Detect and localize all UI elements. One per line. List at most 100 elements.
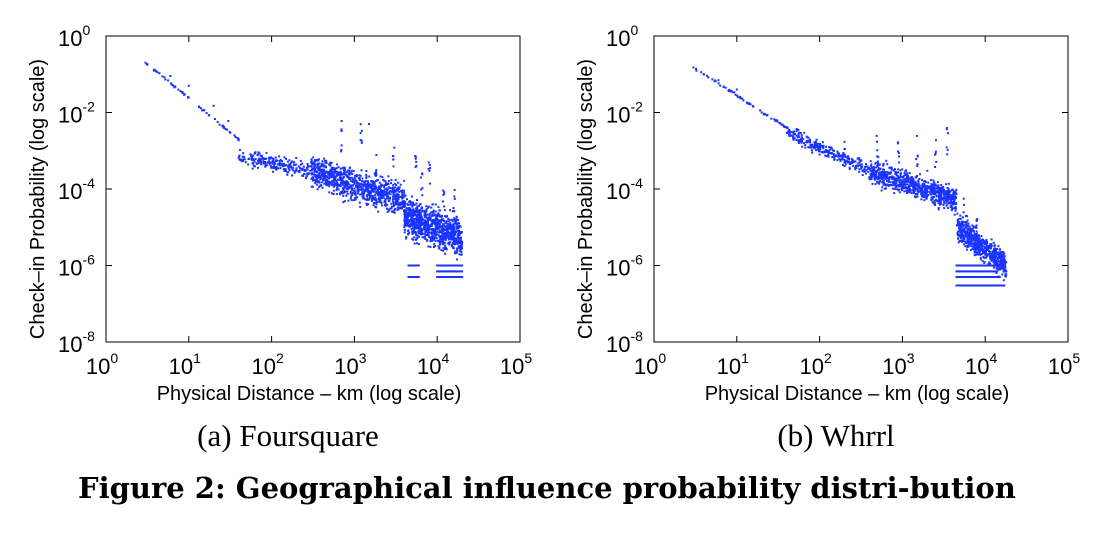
data-point (418, 224, 421, 227)
data-point-floor (968, 264, 971, 267)
data-point (403, 229, 406, 231)
data-point (410, 224, 412, 227)
data-point (367, 185, 370, 188)
data-point (351, 169, 353, 172)
data-point (895, 172, 898, 175)
data-point (302, 165, 305, 168)
data-point (428, 225, 431, 227)
data-point (242, 160, 245, 162)
data-point (420, 223, 423, 226)
data-point (314, 167, 317, 170)
data-point (440, 235, 442, 238)
data-point (951, 197, 954, 200)
data-point (242, 158, 245, 161)
data-point-key (252, 158, 255, 161)
data-point-key (169, 75, 172, 77)
data-point (934, 204, 937, 206)
x-tick-label: 103 (334, 350, 366, 379)
data-point (421, 217, 424, 220)
data-point (899, 181, 902, 184)
data-point (920, 193, 923, 196)
data-point (354, 198, 357, 201)
data-point (365, 183, 367, 186)
data-point (855, 166, 857, 169)
data-point (434, 233, 436, 236)
data-point (405, 217, 408, 220)
data-point-key (760, 111, 763, 114)
data-point (371, 199, 374, 202)
data-point (349, 190, 352, 193)
data-point (394, 186, 397, 189)
data-point (999, 268, 1002, 271)
data-point (360, 169, 363, 172)
data-point-outlier (897, 150, 900, 153)
data-point (932, 186, 935, 189)
data-point (254, 158, 257, 160)
data-point (937, 200, 940, 202)
data-point (237, 139, 240, 142)
data-point-floor (961, 284, 964, 287)
data-point-floor (996, 276, 999, 278)
data-point (429, 245, 432, 248)
data-point (392, 205, 395, 208)
data-point (870, 164, 873, 167)
data-point (956, 212, 959, 215)
data-point (396, 200, 399, 203)
data-point (945, 183, 948, 186)
data-point-outlier (442, 189, 445, 192)
data-point-floor (990, 270, 993, 273)
data-point (978, 252, 981, 255)
data-point (935, 191, 938, 194)
data-point (967, 245, 970, 248)
data-point-floor (968, 276, 971, 278)
data-point (966, 240, 969, 243)
data-point (425, 228, 428, 231)
data-point (455, 225, 458, 228)
data-point (355, 180, 358, 183)
data-point (855, 164, 857, 167)
data-point (435, 237, 438, 240)
data-point (407, 233, 410, 236)
data-point (440, 240, 443, 243)
data-point (413, 231, 416, 234)
data-point-key (735, 88, 738, 91)
data-point (359, 205, 362, 208)
data-point-floor (444, 264, 447, 267)
data-point (424, 234, 427, 237)
data-point (400, 190, 403, 193)
data-point (271, 159, 274, 162)
data-point (1003, 258, 1006, 261)
data-point (883, 172, 885, 175)
data-point-floor (988, 264, 991, 267)
data-point (280, 162, 283, 165)
data-point (382, 189, 385, 192)
data-point (431, 220, 434, 223)
data-point-floor (459, 270, 462, 273)
x-tick-label: 104 (965, 350, 997, 379)
data-point (372, 190, 375, 193)
data-point (878, 168, 881, 171)
data-point (410, 212, 413, 215)
data-point (989, 263, 992, 265)
data-point-floor (961, 264, 964, 267)
data-point (942, 190, 945, 193)
data-point-outlier (340, 148, 343, 151)
data-point (821, 151, 824, 154)
data-point-floor (410, 264, 413, 267)
data-point (973, 226, 976, 229)
data-point (941, 190, 943, 193)
data-point (998, 260, 1000, 263)
data-point (372, 183, 375, 185)
data-point (373, 182, 376, 185)
data-point (397, 181, 400, 184)
data-point (969, 235, 972, 238)
data-point (886, 180, 888, 183)
data-point-floor (455, 276, 458, 278)
data-point-outlier (945, 128, 948, 131)
data-point (828, 152, 831, 155)
data-point-key (295, 169, 298, 172)
data-point-key (340, 120, 343, 122)
data-point (402, 200, 405, 203)
data-point (330, 170, 333, 173)
data-point (978, 250, 981, 253)
